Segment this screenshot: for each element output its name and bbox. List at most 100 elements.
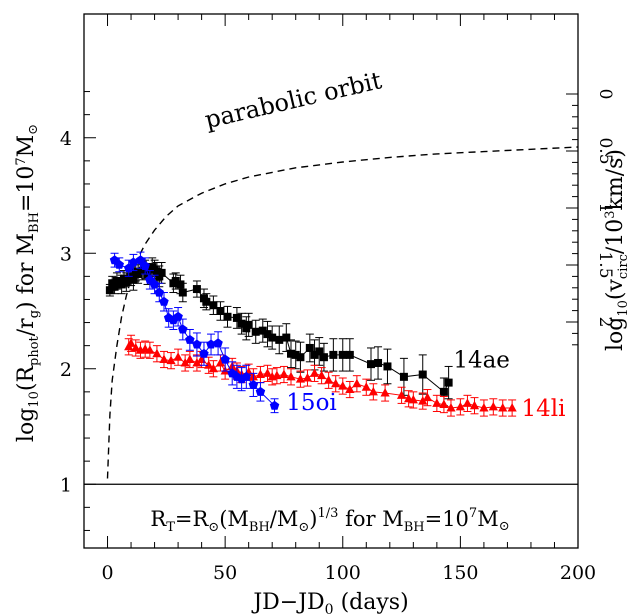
data-point (122, 278, 131, 287)
data-point (305, 343, 314, 352)
data-point (131, 342, 141, 352)
series-15oi (109, 251, 280, 414)
data-point (208, 363, 218, 373)
y-tick-label: 4 (60, 128, 72, 150)
data-point (399, 372, 408, 381)
data-point (439, 387, 448, 396)
tidal-radius-annotation: RT=R⊙(MBH/M⊙)1/3 for MBH=107M⊙ (150, 506, 509, 535)
data-point (296, 353, 305, 362)
data-point (263, 330, 272, 339)
data-point (309, 368, 320, 377)
data-point (469, 400, 480, 410)
data-point (282, 333, 291, 342)
data-point (159, 354, 169, 364)
series-label-14ae: 14ae (453, 348, 510, 374)
data-point (171, 276, 180, 285)
data-point (134, 270, 143, 279)
data-point (432, 398, 442, 407)
x-axis-label: JD−JD0 (days) (251, 590, 408, 616)
data-point (178, 324, 188, 334)
data-point (114, 259, 124, 269)
x-tick-label: 100 (325, 562, 361, 584)
data-point (295, 374, 306, 383)
data-point (455, 401, 465, 411)
data-point (204, 360, 214, 369)
data-point (352, 378, 362, 388)
data-point (444, 378, 453, 387)
data-point (488, 401, 498, 411)
data-point (269, 400, 280, 410)
data-point (202, 297, 211, 306)
data-point (215, 357, 226, 367)
data-point (383, 362, 392, 371)
data-point (192, 339, 202, 349)
data-point (213, 338, 223, 348)
data-point (199, 348, 209, 358)
x-tick-label: 150 (442, 562, 478, 584)
right-tick-label: 1.5 (595, 251, 615, 278)
x-tick-label: 200 (560, 562, 596, 584)
data-point (338, 381, 348, 390)
data-point (316, 370, 327, 380)
data-point (140, 261, 150, 270)
data-point (152, 267, 161, 276)
data-point (408, 394, 418, 404)
y-tick-label: 3 (60, 243, 72, 265)
data-point (498, 403, 508, 412)
data-point (237, 319, 246, 328)
data-point (166, 355, 176, 365)
data-point (396, 390, 407, 399)
data-point (126, 338, 136, 347)
data-point (366, 360, 375, 369)
x-tick-label: 50 (213, 562, 237, 584)
data-point (110, 282, 119, 291)
y-tick-label: 1 (60, 474, 72, 496)
data-point (128, 257, 139, 267)
data-point (418, 370, 427, 379)
data-point (145, 345, 155, 354)
data-point (310, 350, 319, 359)
parabolic-curve-layer (106, 146, 578, 479)
data-point (241, 371, 252, 381)
data-point (112, 276, 121, 285)
data-point (272, 370, 282, 380)
data-point (345, 384, 355, 394)
data-point (507, 403, 517, 412)
data-point (223, 312, 232, 321)
data-point (176, 280, 185, 289)
data-point (315, 347, 324, 356)
data-point (178, 288, 187, 297)
data-point (216, 307, 225, 315)
data-point (159, 296, 169, 306)
data-point (185, 354, 195, 364)
data-point (446, 403, 456, 412)
data-point (331, 378, 341, 388)
data-point (345, 350, 354, 359)
data-point (361, 382, 371, 391)
data-point (192, 285, 201, 294)
data-point (319, 353, 328, 362)
data-point (268, 333, 277, 342)
data-point (258, 326, 267, 335)
data-point (374, 358, 383, 367)
data-point (418, 396, 428, 405)
series-label-14li: 14li (522, 396, 566, 422)
data-point (129, 275, 138, 284)
data-point (462, 398, 473, 407)
data-point (154, 287, 164, 297)
right-tick-label: 1 (595, 203, 615, 214)
series-label-15oi: 15oi (286, 390, 336, 416)
right-tick-label: 0 (595, 89, 615, 100)
data-point (287, 349, 296, 358)
data-point (232, 313, 241, 322)
y-tick-label: 2 (60, 359, 72, 381)
data-point (380, 388, 390, 397)
data-point (185, 334, 195, 344)
data-point (251, 327, 260, 336)
data-point (117, 280, 126, 289)
axes-layer: 0 50 100 150 200 1 2 3 4 0 0.5 1 1.5 2 (60, 13, 615, 584)
data-point (479, 403, 489, 412)
data-point (209, 301, 218, 310)
right-tick-label: 2 (595, 317, 615, 328)
